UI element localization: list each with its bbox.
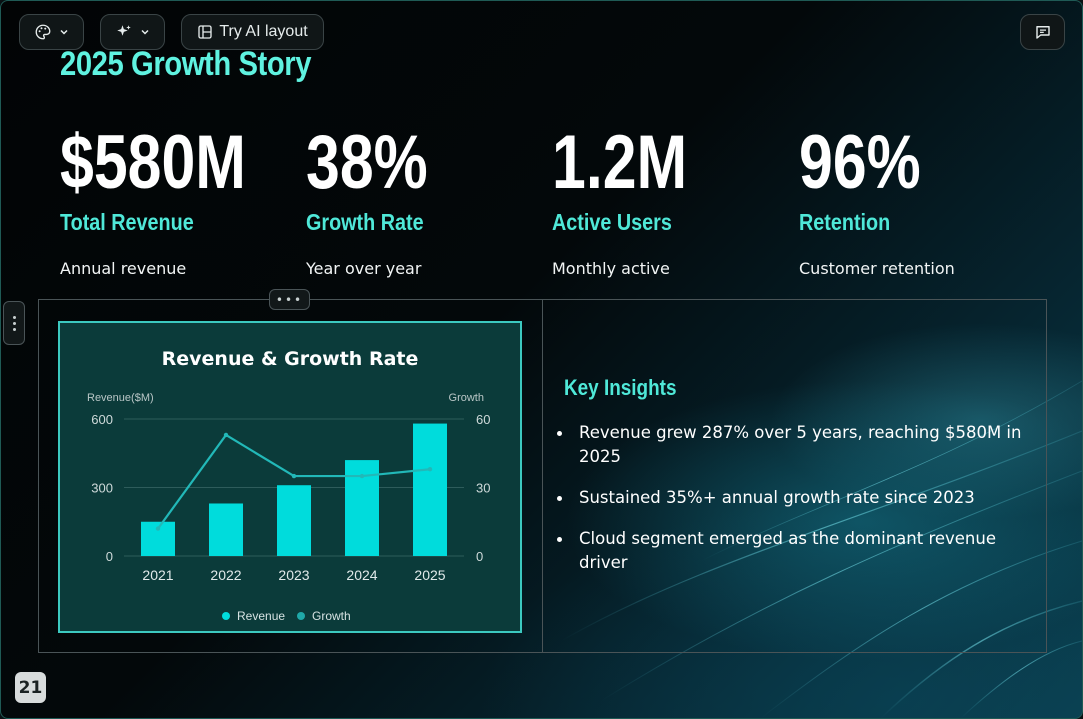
y2-axis-label: Growth	[449, 392, 484, 404]
stat-retention[interactable]: 96% Retention Customer retention	[799, 119, 1029, 278]
revenue-bar[interactable]	[277, 485, 311, 556]
y-axis-label: Revenue($M)	[87, 392, 154, 404]
stat-growth-rate[interactable]: 38% Growth Rate Year over year	[306, 119, 536, 278]
stat-value: 96%	[799, 120, 921, 205]
growth-point[interactable]	[155, 526, 161, 531]
insights-title[interactable]: Key Insights	[564, 375, 677, 400]
revenue-bar[interactable]	[413, 423, 447, 556]
legend-label: Growth	[312, 609, 351, 623]
x-tick-label: 2021	[142, 567, 173, 583]
stat-total-revenue[interactable]: $580M Total Revenue Annual revenue	[60, 119, 290, 278]
chart-title: Revenue & Growth Rate	[162, 348, 419, 370]
stat-active-users[interactable]: 1.2M Active Users Monthly active	[552, 119, 782, 278]
palette-icon	[35, 24, 50, 40]
chevron-down-icon	[140, 29, 149, 35]
stat-description: Annual revenue	[60, 259, 187, 278]
chart-svg: Revenue & Growth Rate Revenue($M) Growth…	[87, 348, 490, 623]
insight-item[interactable]: Revenue grew 287% over 5 years, reaching…	[557, 421, 1027, 469]
legend-swatch	[222, 612, 230, 620]
layout-icon	[198, 25, 212, 39]
y-tick-label: 600	[91, 412, 113, 427]
insights-list: Revenue grew 287% over 5 years, reaching…	[557, 421, 1027, 592]
resize-handle-horizontal[interactable]: •••	[269, 289, 310, 310]
revenue-growth-chart[interactable]: Revenue & Growth Rate Revenue($M) Growth…	[58, 321, 522, 633]
resize-handle-vertical[interactable]	[3, 301, 25, 345]
try-ai-layout-button[interactable]: Try AI layout	[181, 14, 324, 50]
stat-description: Year over year	[306, 259, 422, 278]
y-tick-label: 0	[106, 549, 113, 564]
comment-button[interactable]	[1020, 14, 1065, 50]
comment-icon	[1035, 26, 1050, 39]
stat-value: 38%	[306, 120, 428, 205]
insight-item[interactable]: Cloud segment emerged as the dominant re…	[557, 527, 1027, 575]
x-tick-label: 2023	[278, 567, 309, 583]
bullet-icon	[557, 496, 562, 501]
y2-tick-label: 0	[476, 549, 483, 564]
slide-title[interactable]: 2025 Growth Story	[60, 45, 312, 83]
theme-button[interactable]	[19, 14, 84, 50]
revenue-bar[interactable]	[209, 503, 243, 556]
stat-description: Customer retention	[799, 259, 955, 278]
insights-panel[interactable]	[542, 299, 1047, 653]
stat-value: 1.2M	[552, 120, 688, 205]
x-tick-label: 2025	[414, 567, 445, 583]
bullet-icon	[557, 537, 562, 542]
growth-point[interactable]	[359, 473, 365, 479]
insight-item[interactable]: Sustained 35%+ annual growth rate since …	[557, 486, 1027, 510]
growth-point[interactable]	[291, 473, 297, 479]
chevron-down-icon	[59, 29, 68, 35]
legend-label: Revenue	[237, 609, 285, 623]
stat-description: Monthly active	[552, 259, 670, 278]
stat-label: Retention	[799, 209, 891, 235]
growth-point[interactable]	[223, 432, 229, 438]
sparkles-icon	[116, 25, 131, 36]
bullet-icon	[557, 431, 562, 436]
ai-assist-button[interactable]	[100, 14, 165, 50]
legend-swatch	[297, 612, 305, 620]
y-tick-label: 300	[91, 481, 113, 496]
x-tick-label: 2024	[346, 567, 377, 583]
x-tick-label: 2022	[210, 567, 241, 583]
stat-value: $580M	[60, 120, 246, 205]
stat-label: Growth Rate	[306, 209, 424, 235]
y2-tick-label: 60	[476, 412, 490, 427]
y2-tick-label: 30	[476, 481, 490, 496]
page-number-badge[interactable]: 21	[15, 672, 46, 703]
stat-label: Total Revenue	[60, 209, 194, 235]
try-ai-layout-label: Try AI layout	[219, 23, 308, 40]
growth-point[interactable]	[427, 467, 433, 472]
stat-label: Active Users	[552, 209, 672, 235]
